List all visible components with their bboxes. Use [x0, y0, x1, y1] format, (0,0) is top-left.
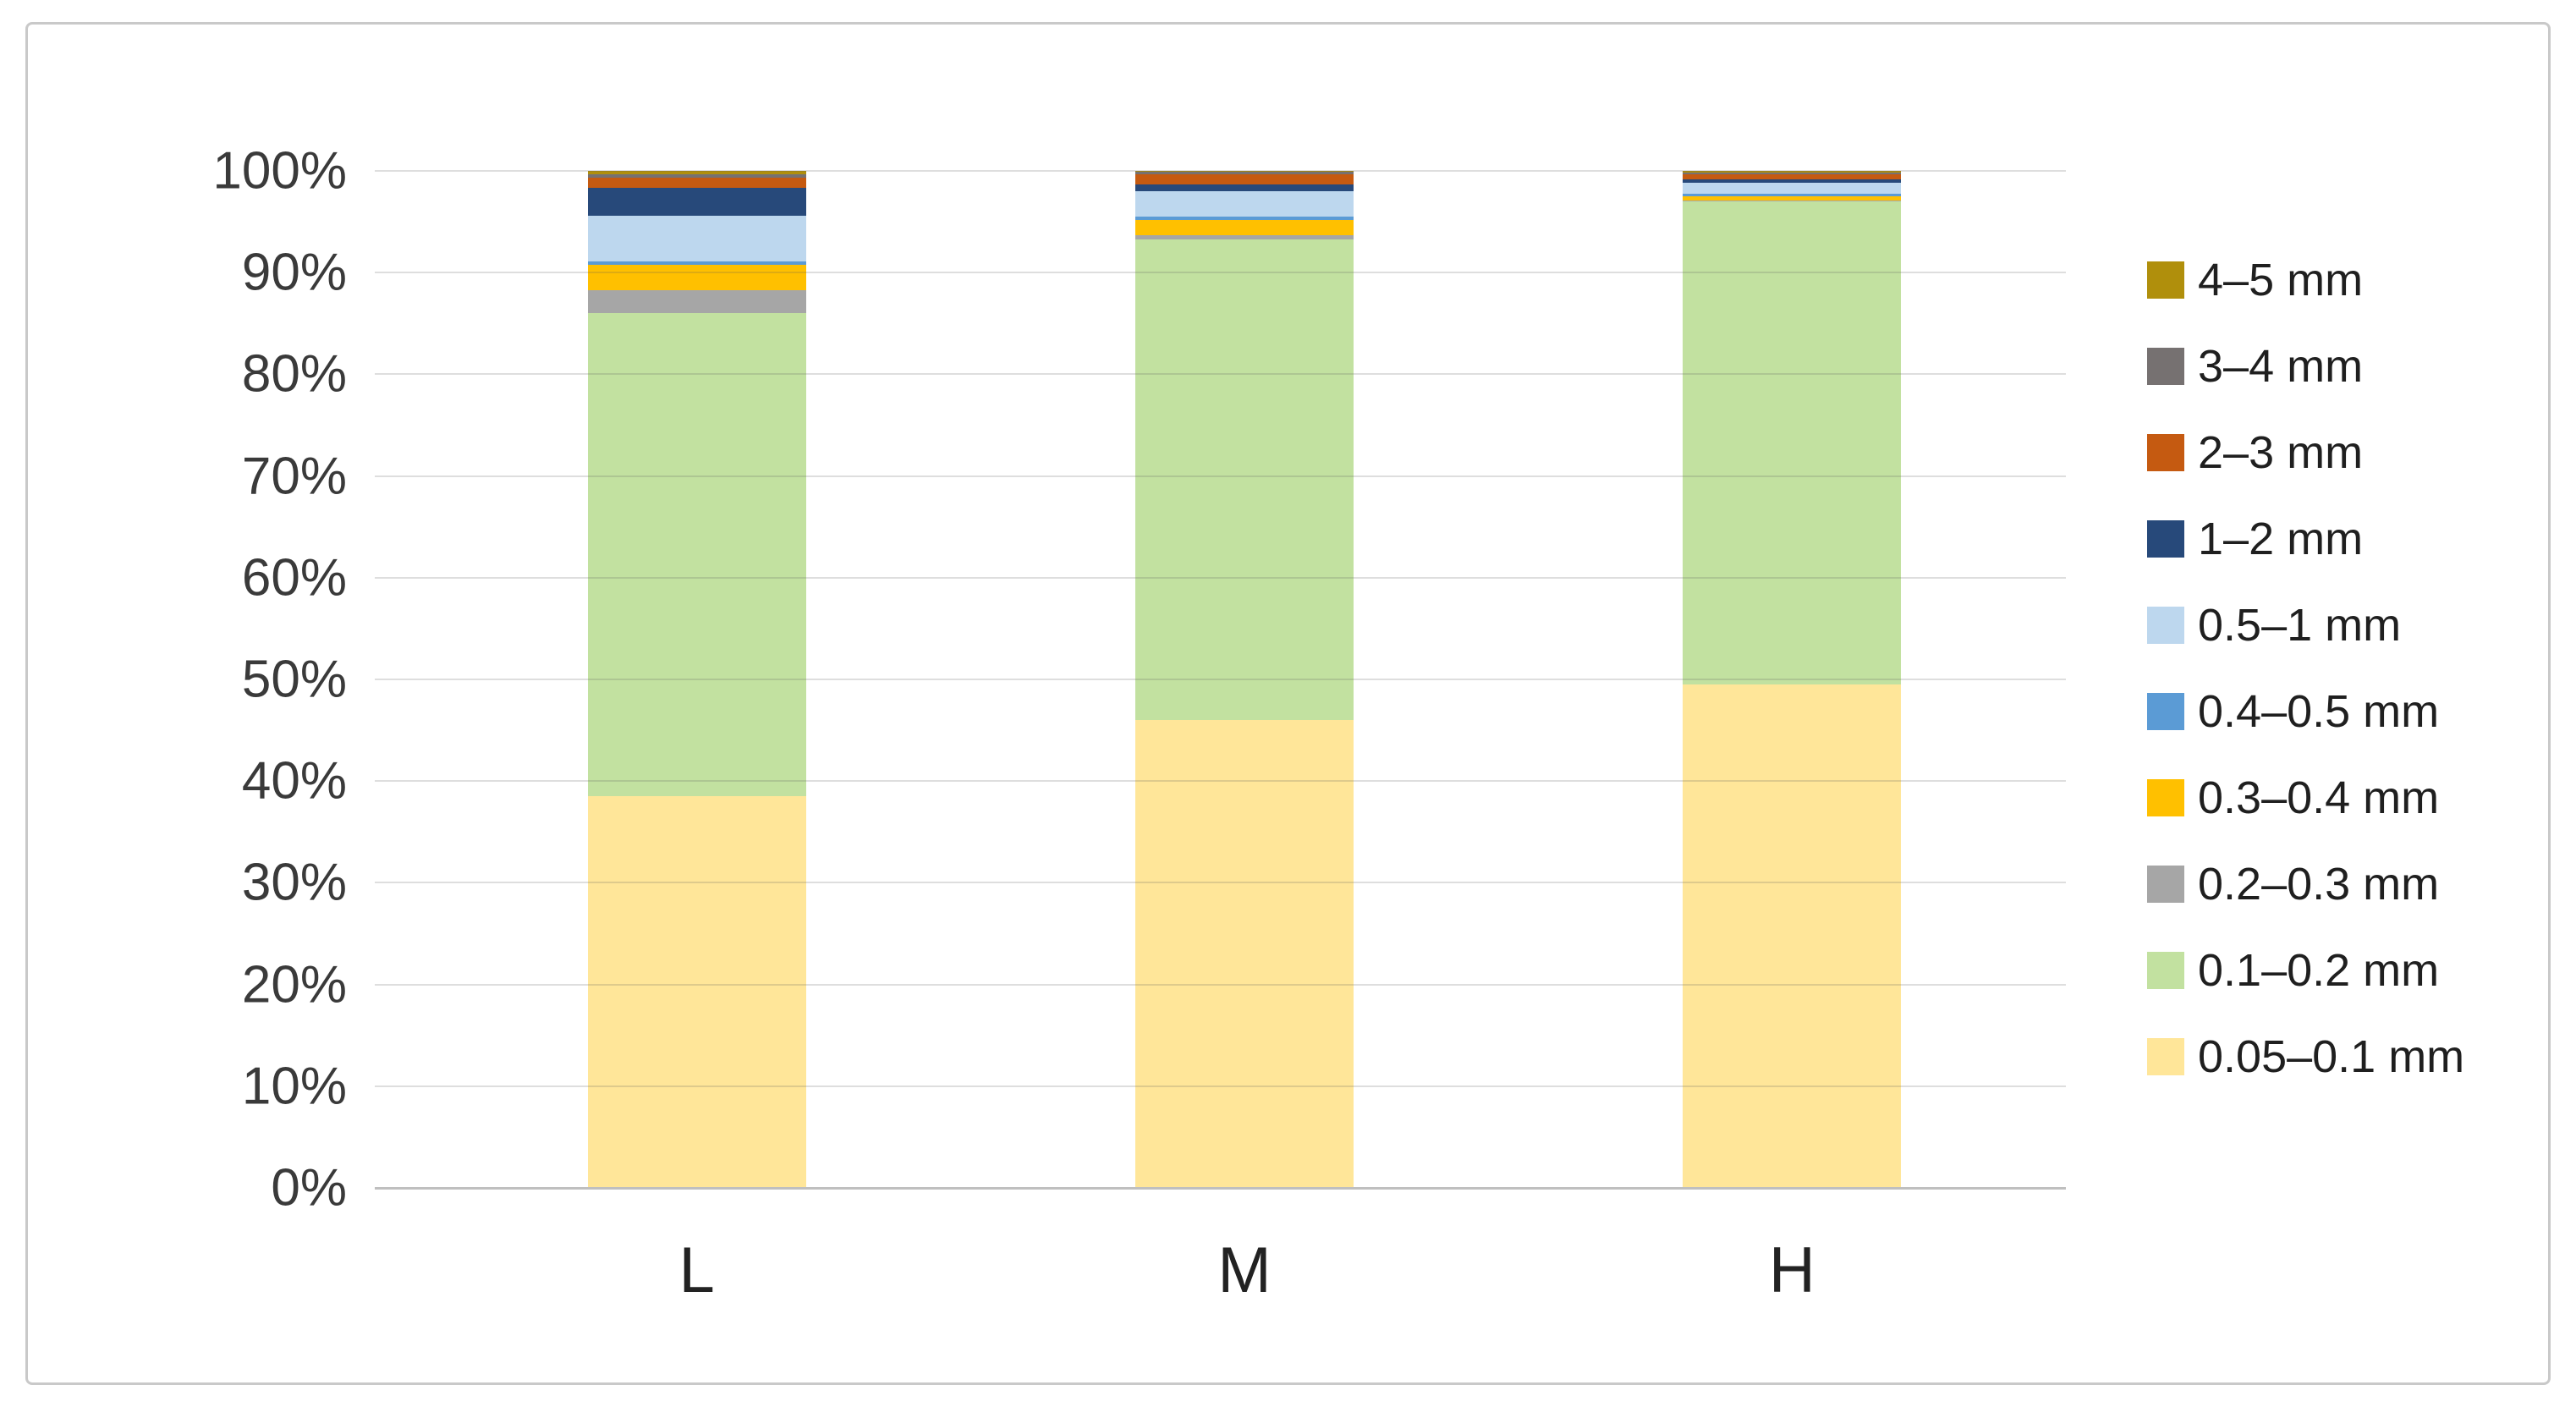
legend-item-1–2 mm: 1–2 mm: [2147, 496, 2464, 582]
legend-item-0.1–0.2 mm: 0.1–0.2 mm: [2147, 927, 2464, 1014]
legend: 4–5 mm 3–4 mm 2–3 mm 1–2 mm 0.5–1 mm 0.4–0.5 …: [2147, 237, 2464, 1100]
bar-H: [1683, 171, 1902, 1188]
bar-segment-L-0.05–0.1 mm: [587, 796, 806, 1188]
legend-label-0.2–0.3 mm: 0.2–0.3 mm: [2198, 859, 2440, 910]
bar-segment-M-0.4–0.5 mm: [1135, 217, 1354, 220]
bar-segment-H-4–5 mm: [1683, 171, 1902, 173]
gridline-80: [375, 373, 2066, 376]
bar-segment-L-3–4 mm: [587, 174, 806, 179]
y-tick-label-60: 60%: [241, 548, 347, 607]
gridline-30: [375, 882, 2066, 884]
figure-border: [25, 22, 2551, 1385]
legend-swatch-1–2 mm: [2147, 520, 2184, 558]
legend-swatch-4–5 mm: [2147, 261, 2184, 299]
bar-segment-L-0.2–0.3 mm: [587, 289, 806, 314]
legend-swatch-0.3–0.4 mm: [2147, 779, 2184, 816]
bar-segment-H-3–4 mm: [1683, 172, 1902, 175]
legend-swatch-0.5–1 mm: [2147, 607, 2184, 644]
bar-M: [1135, 171, 1354, 1188]
y-tick-label-70: 70%: [241, 447, 347, 506]
legend-swatch-0.4–0.5 mm: [2147, 693, 2184, 730]
legend-item-2–3 mm: 2–3 mm: [2147, 409, 2464, 496]
bar-L: [587, 171, 806, 1188]
legend-label-0.4–0.5 mm: 0.4–0.5 mm: [2198, 686, 2440, 737]
bar-segment-L-4–5 mm: [587, 171, 806, 175]
bar-segment-M-0.2–0.3 mm: [1135, 234, 1354, 239]
legend-swatch-0.2–0.3 mm: [2147, 866, 2184, 903]
category-label-H: H: [1768, 1234, 1815, 1306]
legend-item-4–5 mm: 4–5 mm: [2147, 237, 2464, 323]
bar-segment-M-4–5 mm: [1135, 171, 1354, 173]
legend-swatch-3–4 mm: [2147, 348, 2184, 385]
bar-segment-H-0.4–0.5 mm: [1683, 193, 1902, 197]
legend-label-0.1–0.2 mm: 0.1–0.2 mm: [2198, 945, 2440, 996]
y-tick-label-20: 20%: [241, 955, 347, 1014]
bar-segment-H-0.5–1 mm: [1683, 183, 1902, 194]
legend-label-2–3 mm: 2–3 mm: [2198, 427, 2364, 478]
bar-segment-L-2–3 mm: [587, 178, 806, 189]
legend-swatch-0.05–0.1 mm: [2147, 1038, 2184, 1075]
bar-segment-M-0.5–1 mm: [1135, 191, 1354, 217]
legend-item-3–4 mm: 3–4 mm: [2147, 323, 2464, 409]
gridline-70: [375, 475, 2066, 477]
legend-item-0.4–0.5 mm: 0.4–0.5 mm: [2147, 668, 2464, 755]
legend-item-0.2–0.3 mm: 0.2–0.3 mm: [2147, 841, 2464, 927]
y-tick-label-30: 30%: [241, 853, 347, 912]
bar-segment-M-3–4 mm: [1135, 172, 1354, 174]
bar-segment-L-0.1–0.2 mm: [587, 313, 806, 797]
y-axis-tick-labels: 0% 10% 20% 30% 40% 50% 60% 70% 80% 90% 100%: [127, 142, 347, 1217]
gridline-40: [375, 780, 2066, 783]
y-tick-label-90: 90%: [241, 243, 347, 302]
legend-swatch-0.1–0.2 mm: [2147, 952, 2184, 989]
bar-segment-H-0.3–0.4 mm: [1683, 196, 1902, 201]
category-label-M: M: [1217, 1234, 1272, 1306]
bar-segment-H-1–2 mm: [1683, 179, 1902, 184]
gridline-100: [375, 170, 2066, 172]
y-tick-label-0: 0%: [271, 1158, 347, 1217]
gridline-20: [375, 983, 2066, 986]
bar-segment-M-2–3 mm: [1135, 173, 1354, 184]
legend-label-1–2 mm: 1–2 mm: [2198, 514, 2364, 564]
legend-label-0.5–1 mm: 0.5–1 mm: [2198, 600, 2402, 651]
bar-segment-M-0.05–0.1 mm: [1135, 720, 1354, 1188]
y-tick-label-10: 10%: [241, 1057, 347, 1116]
gridline-50: [375, 679, 2066, 680]
bar-segment-M-0.3–0.4 mm: [1135, 219, 1354, 235]
bar-segment-H-2–3 mm: [1683, 174, 1902, 179]
plot-area: [375, 170, 2066, 1190]
legend-label-4–5 mm: 4–5 mm: [2198, 255, 2364, 305]
bar-segment-M-0.1–0.2 mm: [1135, 239, 1354, 721]
legend-label-0.3–0.4 mm: 0.3–0.4 mm: [2198, 772, 2440, 823]
bar-segment-L-0.5–1 mm: [587, 215, 806, 262]
legend-item-0.05–0.1 mm: 0.05–0.1 mm: [2147, 1014, 2464, 1100]
bar-segment-H-0.05–0.1 mm: [1683, 684, 1902, 1188]
legend-item-0.3–0.4 mm: 0.3–0.4 mm: [2147, 755, 2464, 841]
y-tick-label-100: 100%: [212, 141, 347, 201]
category-label-L: L: [678, 1234, 715, 1306]
bar-segment-L-0.4–0.5 mm: [587, 261, 806, 265]
gridline-10: [375, 1085, 2066, 1087]
y-tick-label-80: 80%: [241, 344, 347, 404]
legend-label-3–4 mm: 3–4 mm: [2198, 341, 2364, 392]
legend-swatch-2–3 mm: [2147, 434, 2184, 471]
bar-segment-M-1–2 mm: [1135, 184, 1354, 192]
legend-label-0.05–0.1 mm: 0.05–0.1 mm: [2198, 1031, 2465, 1082]
bar-segment-H-0.1–0.2 mm: [1683, 201, 1902, 685]
bar-segment-L-1–2 mm: [587, 188, 806, 216]
y-tick-label-50: 50%: [241, 650, 347, 709]
gridline-90: [375, 272, 2066, 274]
x-axis-line: [375, 1187, 2066, 1190]
bar-segment-L-0.3–0.4 mm: [587, 264, 806, 290]
legend-item-0.5–1 mm: 0.5–1 mm: [2147, 582, 2464, 668]
gridline-60: [375, 576, 2066, 579]
y-tick-label-40: 40%: [241, 751, 347, 811]
